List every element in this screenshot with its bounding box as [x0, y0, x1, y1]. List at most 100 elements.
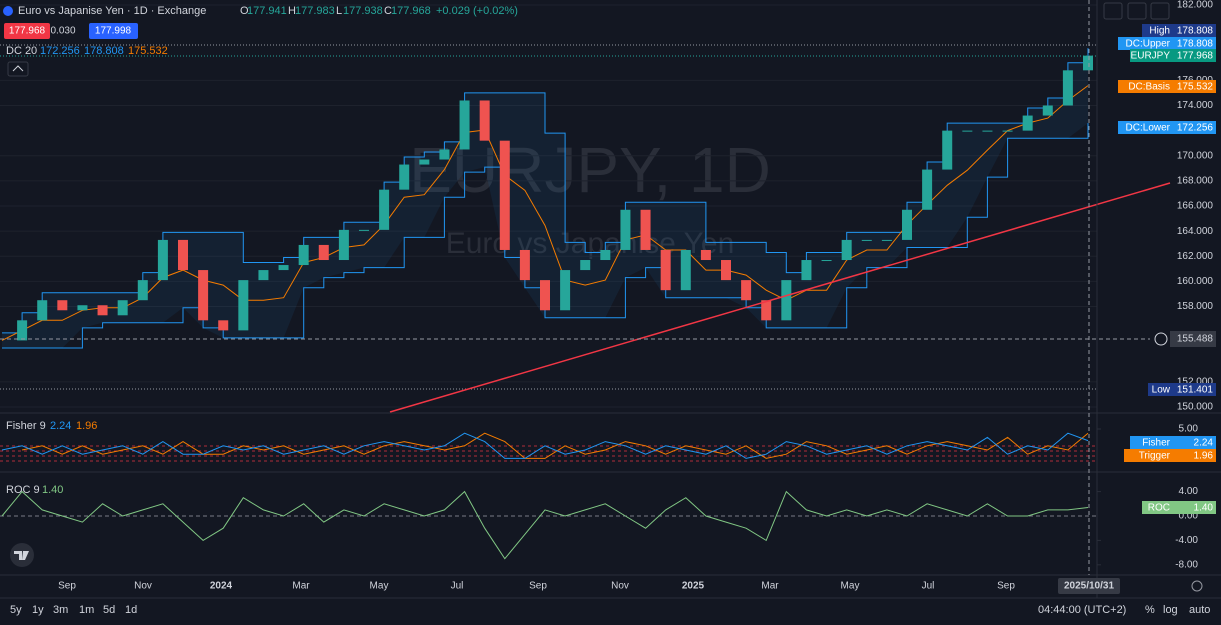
badge-value: 151.401 — [1177, 385, 1214, 396]
price-tick-label: 168.000 — [1177, 176, 1214, 187]
badge-label-box — [1142, 501, 1172, 514]
candle — [942, 130, 953, 170]
badge-label-box — [1118, 80, 1172, 93]
badge-value: 1.40 — [1194, 503, 1214, 514]
candle — [258, 270, 269, 281]
price-tick-label: 166.000 — [1177, 201, 1214, 212]
roc-tick-label: -4.00 — [1175, 535, 1198, 546]
fisher-line — [1, 432, 1089, 459]
fisher-legend-name[interactable]: Fisher 9 — [6, 420, 46, 432]
add-alert-button[interactable] — [1154, 332, 1168, 346]
badge-label: DC:Lower — [1126, 123, 1171, 134]
candle — [97, 305, 108, 316]
percent-toggle[interactable]: % — [1145, 604, 1155, 616]
time-label: Sep — [58, 581, 76, 592]
badge-label-box — [1142, 24, 1172, 37]
symbol-title[interactable]: Euro vs Japanise Yen · 1D · Exchange — [18, 5, 206, 17]
ohlc-label: C — [384, 5, 392, 17]
time-label: Mar — [292, 581, 310, 592]
time-label: Jul — [451, 581, 464, 592]
time-label: Sep — [529, 581, 547, 592]
collapse-button[interactable] — [7, 61, 29, 77]
badge-value-box — [1172, 383, 1216, 396]
badge-label: Trigger — [1139, 451, 1171, 462]
badge-value: 175.532 — [1177, 82, 1214, 93]
badge-value: 177.968 — [1177, 51, 1214, 62]
candle — [982, 130, 993, 132]
candle — [680, 249, 691, 291]
price-tick-label: 152.000 — [1177, 377, 1214, 388]
time-label: May — [841, 581, 860, 592]
roc-line — [1, 490, 1089, 560]
candle — [1062, 70, 1073, 106]
range-button[interactable]: 3m — [53, 604, 68, 616]
buy-button[interactable] — [89, 23, 138, 39]
candle — [540, 280, 550, 311]
candle — [137, 280, 148, 301]
range-button[interactable]: 1m — [79, 604, 94, 616]
dc-legend-name[interactable]: DC 20 — [6, 45, 37, 57]
price-tick-label: 150.000 — [1177, 402, 1214, 413]
badge-label: ROC — [1148, 503, 1170, 514]
badge-value-box — [1172, 24, 1216, 37]
time-label: Nov — [134, 581, 152, 592]
log-toggle[interactable]: log — [1163, 604, 1178, 616]
buy-price[interactable]: 177.998 — [95, 26, 132, 37]
candle — [198, 270, 209, 321]
roc-legend-name[interactable]: ROC 9 — [6, 484, 40, 496]
price-tick-label: 160.000 — [1177, 276, 1214, 287]
settings-button[interactable] — [1191, 580, 1203, 592]
price-tick-label: 158.000 — [1177, 301, 1214, 312]
badge-value-box — [1172, 121, 1216, 134]
time-label: 2025 — [682, 581, 705, 592]
candle — [761, 300, 772, 321]
candle — [922, 169, 933, 210]
badge-value: 1.96 — [1194, 451, 1214, 462]
range-button[interactable]: 5y — [10, 604, 22, 616]
time-label: Jul — [922, 581, 935, 592]
range-button[interactable]: 5d — [103, 604, 115, 616]
candle — [278, 265, 289, 271]
candle — [741, 280, 752, 301]
candle — [560, 270, 571, 311]
candle — [479, 100, 490, 141]
price-tick-label: 170.000 — [1177, 150, 1214, 161]
range-button[interactable]: 1y — [32, 604, 44, 616]
time-label: Sep — [997, 581, 1015, 592]
candle — [861, 239, 872, 241]
candle — [721, 260, 731, 281]
candle — [1022, 115, 1033, 131]
candle — [781, 280, 792, 321]
time-label: Mar — [761, 581, 779, 592]
auto-toggle[interactable]: auto — [1189, 604, 1210, 616]
price-tick-label: 174.000 — [1177, 100, 1214, 111]
badge-value: 2.24 — [1194, 438, 1214, 449]
scroll-button[interactable] — [1103, 2, 1123, 20]
plot — [0, 4, 1097, 560]
badge-label-box — [1148, 383, 1172, 396]
candle — [962, 130, 973, 132]
collapse-all-button[interactable] — [1127, 2, 1147, 20]
candle — [700, 249, 711, 261]
badge-value-box — [1172, 80, 1216, 93]
roc-tick-label: 0.00 — [1179, 511, 1199, 522]
candle — [338, 229, 349, 261]
dc-legend-lower: 172.256 — [40, 45, 80, 57]
range-button[interactable]: 1d — [125, 604, 137, 616]
ohlc-label: O — [240, 5, 249, 17]
sell-button[interactable] — [4, 23, 50, 39]
badge-value-box — [1172, 37, 1216, 50]
badge-value-box — [1172, 449, 1216, 462]
badge-value-box — [1172, 436, 1216, 449]
trend-line — [389, 182, 1171, 413]
time-label: May — [370, 581, 389, 592]
candle — [660, 249, 671, 291]
badge-label-box — [1118, 37, 1172, 50]
candle — [419, 159, 430, 165]
maximize-button[interactable] — [1150, 2, 1170, 20]
candle — [640, 209, 651, 250]
candle — [359, 229, 369, 231]
sell-price[interactable]: 177.968 — [9, 26, 46, 37]
